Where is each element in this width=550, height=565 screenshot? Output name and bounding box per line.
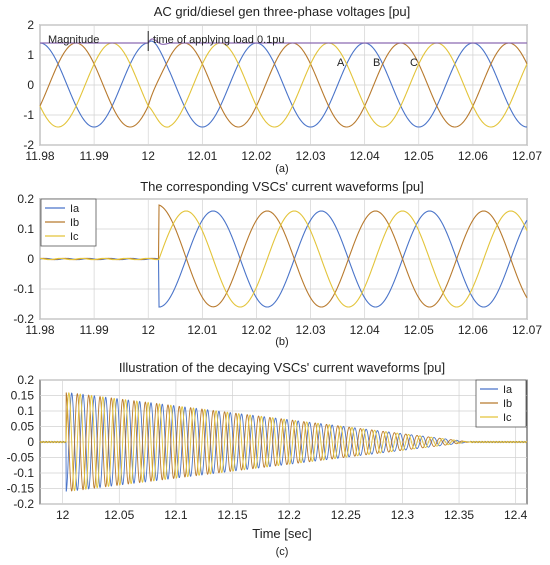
voltage-y-tick-label: -1 <box>23 108 34 122</box>
voltage-x-tick-label: 12.07 <box>512 149 542 163</box>
voltage-y-tick-label: 0 <box>27 78 34 92</box>
time-axis-label: Time [sec] <box>252 526 311 541</box>
current-x-tick-label: 12.04 <box>350 323 380 337</box>
voltage-x-tick-label: 11.99 <box>80 149 109 163</box>
current-ib-line <box>39 204 528 308</box>
voltage-chart: AC grid/diesel gen three-phase voltages … <box>23 4 542 175</box>
decay-y-tick-label: 0.15 <box>11 389 35 403</box>
current-x-tick-label: 12.02 <box>241 323 271 337</box>
voltage-x-tick-label: 12.02 <box>241 149 271 163</box>
current-ic-line <box>39 210 528 308</box>
phase-b-label: B <box>373 57 380 69</box>
decay-x-tick-label: 12.35 <box>444 508 474 522</box>
phase-a-label: A <box>337 57 345 69</box>
voltage-x-tick-label: 12.05 <box>404 149 434 163</box>
voltage-phase-a-line <box>39 40 528 128</box>
phase-c-label: C <box>410 57 418 69</box>
current-x-tick-label: 12.07 <box>512 323 542 337</box>
current-y-tick-label: 0.1 <box>17 222 34 236</box>
legend2-ic-label: Ic <box>503 412 512 424</box>
decay-x-tick-label: 12.3 <box>391 508 415 522</box>
decay-x-tick-label: 12.4 <box>504 508 528 522</box>
voltage-phase-b-line <box>39 42 528 128</box>
voltage-y-tick-label: 2 <box>27 18 34 32</box>
decay-x-tick-label: 12.1 <box>164 508 188 522</box>
panel-a-label: (a) <box>275 163 288 175</box>
current-x-tick-label: 12.03 <box>296 323 326 337</box>
voltage-x-tick-label: 12 <box>142 149 156 163</box>
panel-c-label: (c) <box>276 546 289 558</box>
decay-y-tick-label: 0 <box>27 435 34 449</box>
current-y-tick-label: 0.2 <box>17 192 34 206</box>
decay-x-tick-label: 12.15 <box>218 508 248 522</box>
decay-y-tick-label: -0.2 <box>13 497 34 511</box>
legend-ib-label: Ib <box>70 217 79 229</box>
current-x-tick-label: 12.01 <box>187 323 217 337</box>
current-x-tick-label: 11.98 <box>25 323 54 337</box>
voltage-y-tick-label: -2 <box>23 138 34 152</box>
current-x-tick-label: 12 <box>142 323 156 337</box>
voltage-phase-c-line <box>39 42 528 128</box>
decay-x-tick-label: 12.05 <box>104 508 134 522</box>
voltage-chart-title: AC grid/diesel gen three-phase voltages … <box>154 4 411 19</box>
panel-b-label: (b) <box>275 336 288 348</box>
decay-y-tick-label: -0.15 <box>7 482 35 496</box>
voltage-x-tick-label: 12.04 <box>350 149 380 163</box>
voltage-magnitude-line <box>40 38 527 45</box>
legend2-ib-label: Ib <box>503 398 512 410</box>
decay-ib-line <box>39 392 528 492</box>
decay-y-tick-label: 0.1 <box>17 404 34 418</box>
magnitude-annotation: Magnitude <box>48 34 99 46</box>
load-annotation: time of applying load 0.1pu <box>153 34 284 46</box>
legend-ia-label: Ia <box>70 203 80 215</box>
decay-legend: Ia Ib Ic <box>475 379 527 428</box>
current-y-tick-label: 0 <box>27 252 34 266</box>
current-x-tick-label: 11.99 <box>80 323 109 337</box>
voltage-y-tick-label: 1 <box>27 48 34 62</box>
current-x-tick-label: 12.05 <box>404 323 434 337</box>
decay-x-tick-label: 12.2 <box>277 508 301 522</box>
decay-ic-line <box>39 392 528 492</box>
voltage-x-tick-label: 11.98 <box>25 149 54 163</box>
decay-chart: Illustration of the decaying VSCs' curre… <box>7 360 528 558</box>
decay-y-tick-label: -0.05 <box>7 451 35 465</box>
decay-x-tick-label: 12.25 <box>331 508 361 522</box>
current-chart: The corresponding VSCs' current waveform… <box>13 179 542 348</box>
decay-y-tick-label: 0.05 <box>11 420 35 434</box>
current-legend: Ia Ib Ic <box>40 198 97 247</box>
current-y-tick-label: -0.1 <box>13 282 34 296</box>
voltage-x-tick-label: 12.06 <box>458 149 488 163</box>
decay-x-tick-label: 12 <box>56 508 70 522</box>
current-x-tick-label: 12.06 <box>458 323 488 337</box>
current-y-tick-label: -0.2 <box>13 312 34 326</box>
legend2-ia-label: Ia <box>503 384 513 396</box>
legend-ic-label: Ic <box>70 231 79 243</box>
decay-y-tick-label: -0.1 <box>13 466 34 480</box>
current-chart-title: The corresponding VSCs' current waveform… <box>140 179 424 194</box>
voltage-x-tick-label: 12.01 <box>187 149 217 163</box>
voltage-x-tick-label: 12.03 <box>296 149 326 163</box>
decay-y-tick-label: 0.2 <box>17 373 34 387</box>
decay-chart-title: Illustration of the decaying VSCs' curre… <box>119 360 445 375</box>
